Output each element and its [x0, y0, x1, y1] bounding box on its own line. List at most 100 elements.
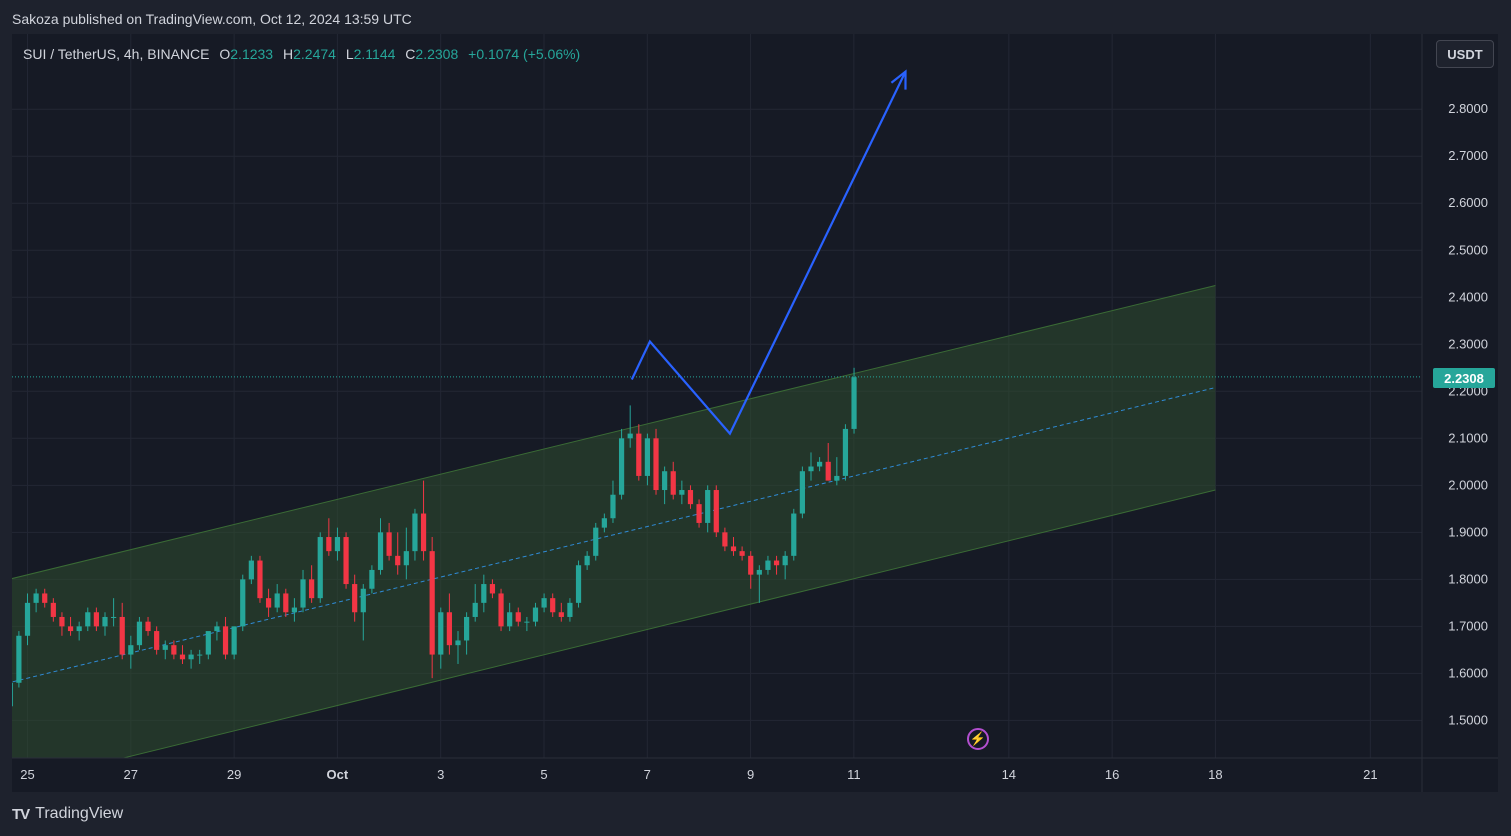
- candle-body: [464, 616, 470, 641]
- candle-body: [240, 579, 246, 627]
- candle-body: [799, 471, 805, 514]
- channel-lower-line: [121, 489, 1216, 758]
- candle-body: [610, 494, 616, 519]
- candle-body: [188, 654, 194, 660]
- candle-body: [593, 527, 599, 556]
- candle-body: [111, 616, 117, 618]
- candle-body: [524, 621, 530, 623]
- candle-body: [679, 490, 685, 495]
- candle-body: [283, 593, 289, 613]
- candle-body: [257, 560, 263, 599]
- candle-body: [248, 560, 254, 580]
- chart-pane[interactable]: 1.5000 1.6000 1.7000 1.8000 1.9000 2.0000 2.10…: [12, 34, 1498, 792]
- candle-body: [162, 645, 168, 650]
- candle-body: [300, 579, 306, 608]
- candle-body: [265, 598, 272, 608]
- channel-mid-line: [12, 387, 1216, 683]
- projection-path: [630, 71, 907, 436]
- candle-body: [575, 565, 582, 603]
- candle-body: [291, 607, 298, 613]
- high-value: 2.2474: [293, 46, 336, 62]
- candle-body: [16, 635, 22, 683]
- candle-body: [369, 569, 375, 589]
- time-tick-label: 9: [747, 767, 754, 782]
- candle-body: [782, 555, 788, 566]
- candle-body: [438, 612, 444, 655]
- candle-body: [739, 551, 745, 556]
- candle-body: [705, 490, 711, 523]
- candle-body: [145, 621, 151, 632]
- candle-body: [773, 560, 780, 566]
- candle-body: [584, 555, 590, 566]
- candle-body: [50, 602, 56, 617]
- tradingview-logo-icon: TV: [12, 805, 30, 823]
- candle-body: [154, 631, 160, 650]
- candle-body: [274, 593, 280, 608]
- candle-body: [507, 612, 513, 627]
- channel-upper-line: [12, 285, 1216, 580]
- low-label: L: [345, 46, 354, 62]
- candle-body: [214, 626, 220, 632]
- candle-body: [541, 598, 547, 608]
- time-tick-label: Oct: [327, 767, 349, 782]
- candle-body: [550, 598, 556, 613]
- time-tick-label: 21: [1363, 767, 1377, 782]
- candle-body: [136, 621, 143, 646]
- footer-brand[interactable]: TV TradingView: [12, 805, 123, 823]
- candle-body: [128, 645, 134, 655]
- candle-body: [687, 490, 694, 505]
- candle-body: [309, 579, 315, 599]
- time-tick-label: 27: [124, 767, 138, 782]
- regression-channel: [12, 285, 1216, 758]
- candle-body: [618, 438, 625, 495]
- candle-body: [326, 537, 332, 552]
- price-tick-label: 1.7000: [1448, 618, 1488, 633]
- lightning-icon[interactable]: ⚡: [967, 728, 989, 750]
- candle-body: [171, 645, 177, 655]
- candle-body: [748, 555, 754, 575]
- last-price-tag: 2.2308: [1433, 368, 1495, 388]
- candle-body: [627, 433, 633, 439]
- candle-body: [722, 532, 728, 547]
- candle-body: [12, 682, 13, 707]
- candle-body: [412, 513, 418, 552]
- brand-name: TradingView: [35, 805, 124, 822]
- price-tick-label: 1.5000: [1448, 712, 1488, 727]
- high-label: H: [282, 46, 294, 62]
- price-chart[interactable]: 1.5000 1.6000 1.7000 1.8000 1.9000 2.0000 2.10…: [12, 34, 1498, 792]
- time-tick-label: 11: [847, 767, 861, 782]
- candle-body: [205, 631, 211, 655]
- time-tick-label: 18: [1208, 767, 1222, 782]
- open-label: O: [219, 46, 231, 62]
- candle-body: [825, 461, 831, 481]
- candle-body: [670, 471, 676, 495]
- candle-body: [808, 466, 814, 472]
- projection-arrowhead: [890, 69, 907, 90]
- low-value: 2.1144: [353, 46, 396, 62]
- candle-body: [231, 626, 237, 655]
- candle-body: [498, 593, 504, 627]
- candle-body: [644, 438, 651, 476]
- time-tick-label: 16: [1105, 767, 1119, 782]
- time-tick-label: 3: [437, 767, 444, 782]
- candle-body: [76, 626, 82, 632]
- candle-body: [472, 602, 478, 617]
- price-tick-label: 2.3000: [1448, 336, 1488, 351]
- time-tick-label: 5: [540, 767, 547, 782]
- candle-body: [567, 602, 573, 617]
- candle-body: [765, 560, 771, 570]
- currency-button[interactable]: USDT: [1436, 40, 1494, 68]
- price-tick-label: 2.1000: [1448, 430, 1488, 445]
- candle-body: [653, 438, 659, 491]
- candle-body: [377, 532, 384, 570]
- candle-body: [532, 607, 539, 622]
- candle-body: [334, 537, 341, 552]
- candle-body: [59, 616, 65, 627]
- price-tick-label: 2.0000: [1448, 477, 1488, 492]
- candle-body: [119, 616, 125, 655]
- candle-body: [429, 551, 435, 655]
- open-value: 2.1233: [230, 46, 274, 62]
- candle-body: [791, 513, 797, 556]
- candle-body: [601, 518, 607, 528]
- symbol-label[interactable]: SUI / TetherUS, 4h, BINANCE: [23, 46, 210, 62]
